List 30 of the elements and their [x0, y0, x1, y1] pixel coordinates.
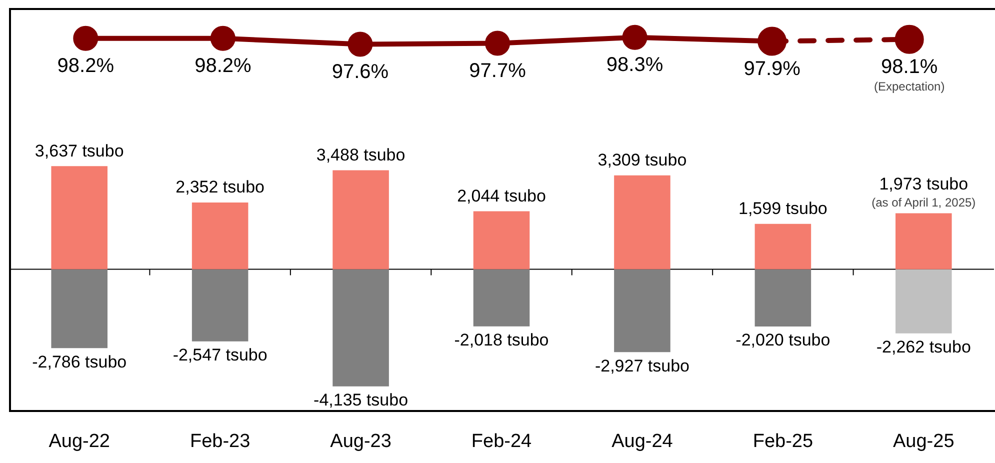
data-label: 3,637 tsubo [34, 141, 124, 160]
data-label: 98.2% [57, 54, 114, 77]
data-label: 1,599 tsubo [738, 199, 828, 218]
data-label: -2,262 tsubo [876, 338, 971, 356]
data-label: 2,044 tsubo [457, 186, 546, 206]
data-label: 2,352 tsubo [176, 178, 264, 197]
data-label: -2,927 tsubo [594, 356, 690, 376]
data-label: 3,309 tsubo [598, 150, 687, 170]
x-tick-label: Aug-24 [612, 430, 674, 452]
x-tick-label: Feb-25 [752, 430, 814, 452]
data-label: 97.7% [469, 60, 526, 82]
data-label: 98.3% [606, 54, 664, 76]
x-tick-label: Feb-23 [190, 430, 250, 452]
data-label: 97.6% [332, 60, 389, 83]
data-label: -2,786 tsubo [32, 352, 127, 372]
data-label: 1,973 tsubo [879, 174, 968, 194]
x-tick-label: Aug-25 [893, 430, 954, 452]
x-tick-label: Aug-22 [48, 430, 110, 452]
x-tick-label: Aug-23 [330, 430, 392, 452]
data-label: -2,020 tsubo [736, 330, 830, 350]
annotation: (as of April 1, 2025) [872, 196, 976, 210]
data-label: -2,018 tsubo [454, 330, 549, 350]
text: (Expectation) [874, 80, 945, 94]
data-label: -2,547 tsubo [172, 346, 268, 365]
data-label: 97.9% [744, 58, 801, 80]
data-label: 98.2% [194, 54, 252, 77]
data-label: 3,488 tsubo [316, 146, 406, 164]
x-tick-label: Feb-24 [471, 430, 532, 452]
data-label: 98.1% [881, 56, 938, 78]
data-label: -4,135 tsubo [314, 390, 408, 410]
